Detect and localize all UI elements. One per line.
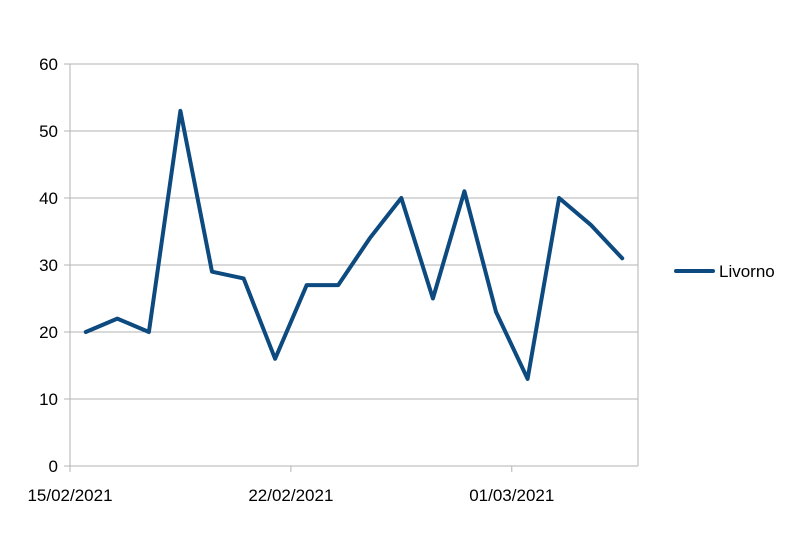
axes: 0 10 20 30 40 50 60 15/02/2021 22/02/2021 01/03/2… [27, 55, 554, 505]
x-tick-label-1: 22/02/2021 [248, 486, 333, 505]
legend: Livorno [674, 262, 775, 281]
x-tick-label-0: 15/02/2021 [27, 486, 112, 505]
y-tick-label-30: 30 [39, 256, 58, 275]
grid-lines [69, 63, 639, 467]
y-tick-label-40: 40 [39, 189, 58, 208]
y-tick-label-50: 50 [39, 122, 58, 141]
series-line-livorno [83, 108, 625, 381]
y-tick-label-20: 20 [39, 323, 58, 342]
x-tick-label-2: 01/03/2021 [469, 486, 554, 505]
y-tick-label-0: 0 [49, 457, 58, 476]
legend-label-livorno: Livorno [719, 262, 775, 281]
series-lines [83, 108, 625, 381]
y-tick-label-60: 60 [39, 55, 58, 74]
y-tick-label-10: 10 [39, 390, 58, 409]
